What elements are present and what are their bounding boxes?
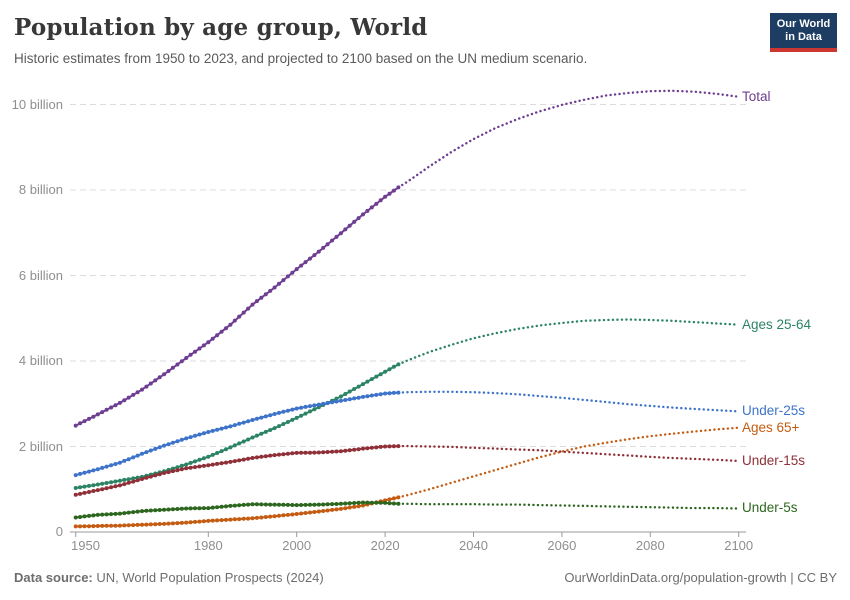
x-axis-tick-label: 2040 xyxy=(459,538,488,553)
y-axis-tick-label: 0 xyxy=(55,524,63,539)
y-axis-tick-label: 2 billion xyxy=(18,438,63,454)
footer-data-source[interactable]: Data source: UN, World Population Prospe… xyxy=(14,570,324,585)
y-axis-tick-label: 4 billion xyxy=(18,353,63,368)
series-line-ages-65- xyxy=(73,426,740,529)
series-label-ages-25-64[interactable]: Ages 25-64 xyxy=(742,316,812,332)
owid-logo-line2: in Data xyxy=(785,31,822,43)
series-line-under-15s xyxy=(73,444,740,497)
y-axis-tick-label: 10 billion xyxy=(11,96,63,112)
series-label-total[interactable]: Total xyxy=(742,88,771,104)
series-line-total xyxy=(73,89,740,428)
x-axis-tick-label: 1980 xyxy=(193,538,223,553)
owid-logo-line1: Our World xyxy=(776,18,831,30)
series-label-under-15s[interactable]: Under-15s xyxy=(742,453,806,469)
x-axis-tick-label: 2000 xyxy=(282,538,312,553)
footer-data-source-value: UN, World Population Prospects (2024) xyxy=(92,570,324,585)
page-title: Population by age group, World xyxy=(14,14,428,41)
series-line-ages-25-64 xyxy=(73,318,740,490)
series-label-under-25s[interactable]: Under-25s xyxy=(742,403,806,419)
series-label-ages-65plus[interactable]: Ages 65+ xyxy=(742,419,800,435)
series-label-under-5s[interactable]: Under-5s xyxy=(742,500,798,516)
x-axis-tick-label: 1950 xyxy=(71,538,100,553)
y-axis-tick-label: 8 billion xyxy=(18,182,63,197)
x-axis-tick-label: 2100 xyxy=(724,538,754,553)
owid-logo[interactable]: Our World in Data xyxy=(770,13,837,52)
series-line-under-25s xyxy=(73,390,740,478)
x-axis-tick-label: 2060 xyxy=(547,538,577,553)
y-axis-tick-label: 6 billion xyxy=(18,267,63,283)
footer-data-source-label: Data source: xyxy=(14,570,93,585)
chart-subtitle: Historic estimates from 1950 to 2023, an… xyxy=(14,51,588,66)
footer-credit-link[interactable]: OurWorldinData.org/population-growth | C… xyxy=(564,570,837,585)
series-line-under-5s xyxy=(73,500,740,520)
x-axis-tick-label: 2020 xyxy=(370,538,400,553)
x-axis-tick-label: 2080 xyxy=(635,538,665,553)
